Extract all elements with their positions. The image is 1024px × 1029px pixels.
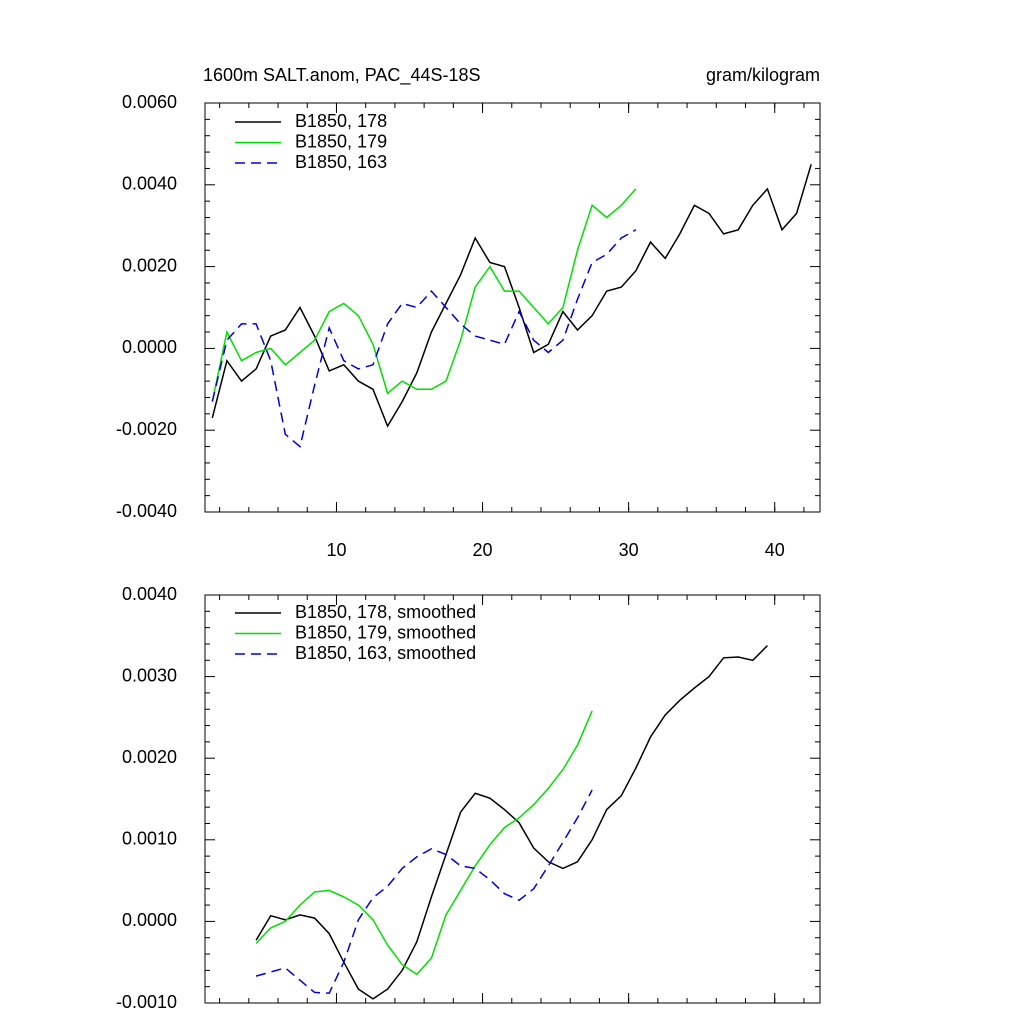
legend-label: B1850, 178, smoothed — [295, 602, 476, 622]
x-tick-label: 30 — [619, 540, 639, 560]
series-line — [211, 164, 812, 428]
y-tick-label: -0.0040 — [116, 501, 177, 521]
legend-label: B1850, 163, smoothed — [295, 643, 476, 663]
y-tick-label: 0.0000 — [122, 337, 177, 357]
x-tick-label: 20 — [473, 540, 493, 560]
x-tick-label: 40 — [765, 540, 785, 560]
series-line — [255, 789, 593, 994]
y-tick-label: 0.0000 — [122, 910, 177, 930]
y-tick-label: 0.0030 — [122, 665, 177, 685]
plot-frame — [204, 102, 821, 513]
y-tick-label: -0.0010 — [116, 992, 177, 1012]
chart-title: 1600m SALT.anom, PAC_44S-18S — [203, 65, 481, 86]
legend-label: B1850, 163 — [295, 152, 387, 172]
series-line — [255, 645, 768, 1000]
x-tick-label: 10 — [326, 540, 346, 560]
y-tick-label: 0.0060 — [122, 92, 177, 112]
y-tick-label: 0.0020 — [122, 255, 177, 275]
y-tick-label: 0.0010 — [122, 829, 177, 849]
y-tick-label: 0.0040 — [122, 174, 177, 194]
legend-label: B1850, 178 — [295, 111, 387, 131]
series-line — [211, 229, 637, 448]
y-tick-label: 0.0020 — [122, 747, 177, 767]
y-tick-label: -0.0020 — [116, 419, 177, 439]
series-line — [255, 710, 593, 976]
legend-label: B1850, 179 — [295, 131, 387, 151]
units-label: gram/kilogram — [706, 65, 820, 85]
series-line — [211, 188, 637, 402]
plot-frame — [204, 594, 821, 1004]
y-tick-label: 0.0040 — [122, 584, 177, 604]
legend-label: B1850, 179, smoothed — [295, 622, 476, 642]
